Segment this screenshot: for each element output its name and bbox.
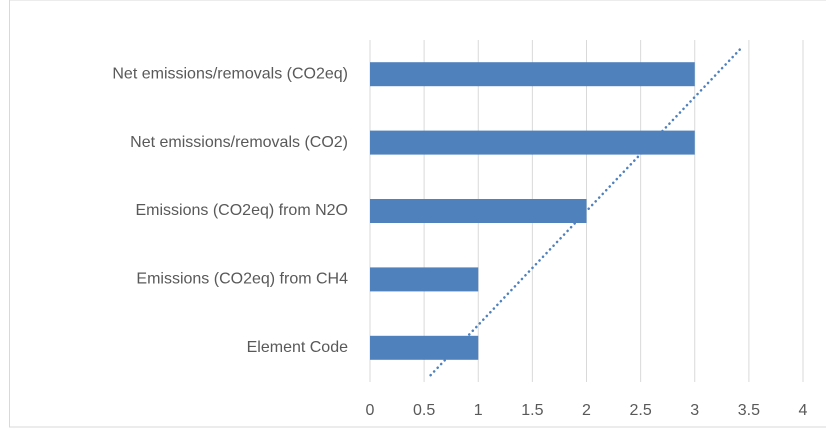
x-tick-label: 2.5 [630, 402, 652, 419]
x-tick-label: 0 [366, 402, 375, 419]
bar [370, 131, 695, 155]
y-tick-label: Emissions (CO2eq) from N2O [136, 202, 349, 219]
x-tick-label: 0.5 [413, 402, 435, 419]
y-tick-label: Emissions (CO2eq) from CH4 [136, 271, 348, 288]
y-tick-label: Element Code [247, 339, 348, 356]
x-tick-label: 3.5 [738, 402, 760, 419]
x-tick-label: 3 [690, 402, 699, 419]
bar [370, 62, 695, 86]
x-tick-label: 1.5 [521, 402, 543, 419]
x-tick-label: 1 [474, 402, 483, 419]
y-tick-label: Net emissions/removals (CO2eq) [112, 65, 348, 82]
x-tick-label: 4 [799, 402, 808, 419]
bar [370, 199, 587, 223]
x-tick-label: 2 [582, 402, 591, 419]
bar [370, 336, 478, 360]
y-tick-label: Net emissions/removals (CO2) [130, 134, 348, 151]
bar [370, 267, 478, 291]
